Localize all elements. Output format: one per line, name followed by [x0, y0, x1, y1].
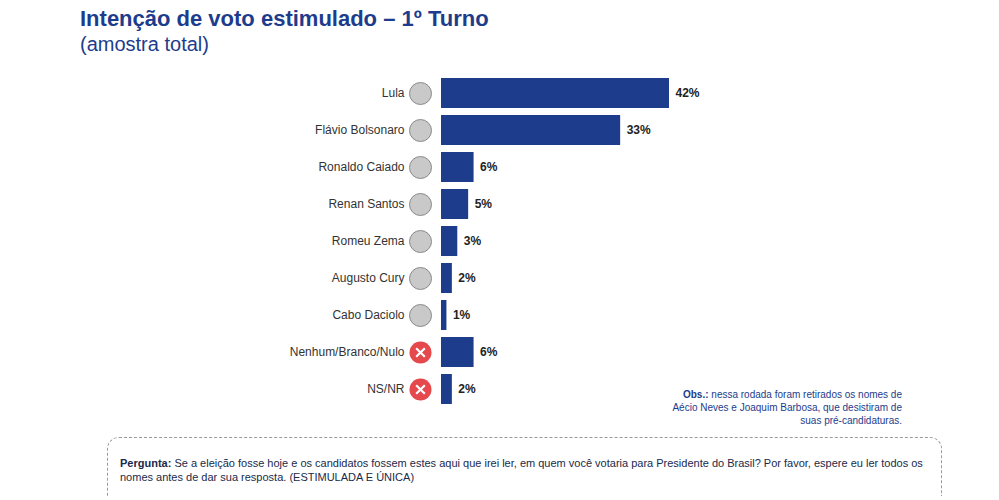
svg-text:6%: 6%: [480, 160, 498, 174]
svg-text:5%: 5%: [475, 197, 493, 211]
svg-text:Ronaldo Caiado: Ronaldo Caiado: [318, 160, 404, 174]
html-text:(amostra total): (amostra total): [80, 33, 209, 55]
svg-text:Cabo Daciolo: Cabo Daciolo: [332, 308, 404, 322]
svg-text:6%: 6%: [480, 345, 498, 359]
html-text:Intenção de voto estimulado –: Intenção de voto estimulado – 1º Turno: [80, 6, 489, 31]
svg-text:Renan Santos: Renan Santos: [328, 197, 404, 211]
svg-text:Augusto Cury: Augusto Cury: [332, 271, 405, 285]
svg-text:Flávio Bolsonaro: Flávio Bolsonaro: [315, 123, 405, 137]
svg-text:NS/NR: NS/NR: [367, 382, 405, 396]
svg-text:Nenhum/Branco/Nulo: Nenhum/Branco/Nulo: [290, 345, 405, 359]
html-text:Pergunta: Se a eleição fosse h: Pergunta: Se a eleição fosse hoje e os c…: [120, 457, 923, 483]
svg-text:3%: 3%: [464, 234, 482, 248]
svg-text:2%: 2%: [458, 271, 476, 285]
html-text:Obs.: nessa rodada foram retir: Obs.: nessa rodada foram retirados os no…: [672, 389, 902, 426]
svg-text:2%: 2%: [458, 382, 476, 396]
svg-text:33%: 33%: [627, 123, 651, 137]
svg-text:Romeu Zema: Romeu Zema: [332, 234, 405, 248]
svg-text:Lula: Lula: [382, 86, 405, 100]
svg-text:42%: 42%: [676, 86, 700, 100]
svg-text:1%: 1%: [453, 308, 471, 322]
